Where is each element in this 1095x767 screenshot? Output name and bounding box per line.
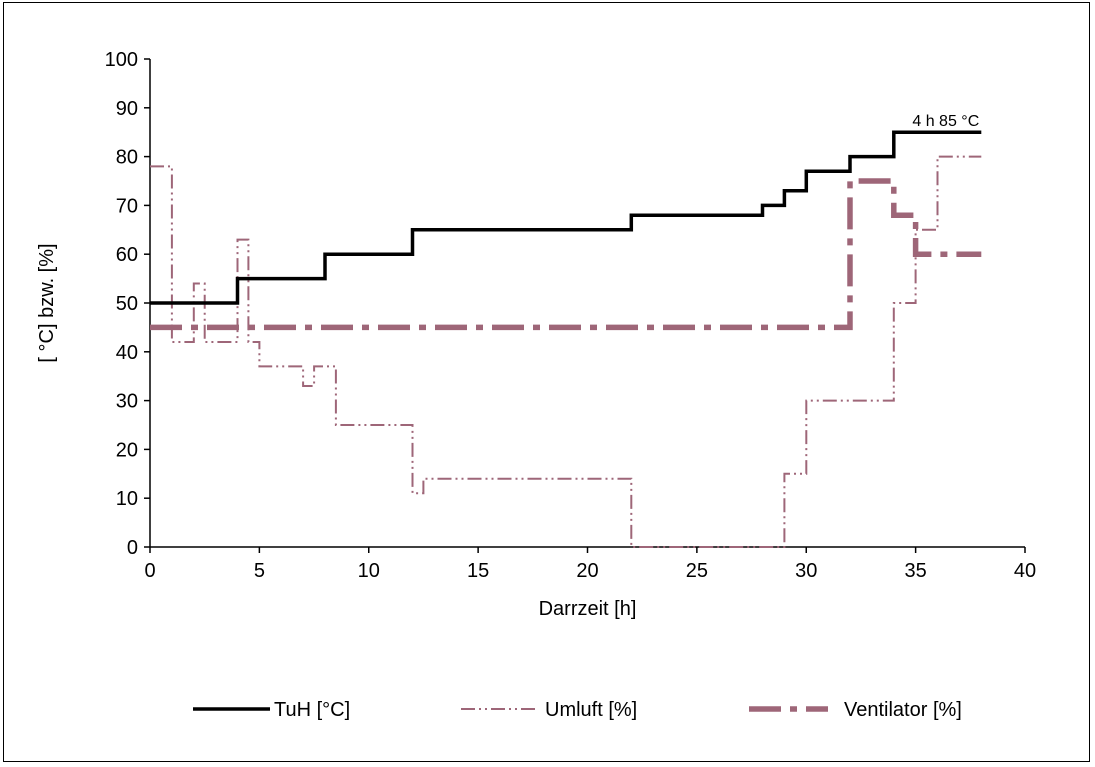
series-line-tuh-c xyxy=(150,130,982,305)
y-axis-title: [ °C] bzw. [%] xyxy=(36,243,58,362)
legend-label: Ventilator [%] xyxy=(844,699,962,721)
chart-frame: 0 10 20 30 40 50 60 70 80 90 100 0 5 10 15 20 25 30 35 40 4… xyxy=(3,2,1090,762)
y-tick-label: 40 xyxy=(116,342,138,364)
y-tick-label: 70 xyxy=(116,195,138,217)
y-tick-label: 30 xyxy=(116,391,138,413)
y-tick-label: 50 xyxy=(116,293,138,315)
y-tick-label: 60 xyxy=(116,244,138,266)
x-tick-label: 40 xyxy=(1014,560,1036,582)
y-tick-label: 90 xyxy=(116,98,138,120)
x-tick-label: 35 xyxy=(905,560,927,582)
peak-annotation: 4 h 85 °C xyxy=(912,113,979,130)
y-tick-label: 80 xyxy=(116,147,138,169)
legend-label: Umluft [%] xyxy=(545,699,637,721)
x-tick-label: 20 xyxy=(576,560,598,582)
x-tick-label: 15 xyxy=(467,560,489,582)
x-tick-label: 10 xyxy=(358,560,380,582)
legend-label: TuH [°C] xyxy=(274,699,350,721)
axes: 0 10 20 30 40 50 60 70 80 90 100 0 5 10 15 20 25 30 35 40 xyxy=(105,49,1037,582)
y-tick-label: 100 xyxy=(105,49,138,71)
x-tick-label: 30 xyxy=(795,560,817,582)
series-layer xyxy=(150,130,982,548)
y-tick-label: 0 xyxy=(127,537,138,559)
x-tick-label: 25 xyxy=(686,560,708,582)
x-axis-title: Darrzeit [h] xyxy=(539,598,637,620)
line-chart: 0 10 20 30 40 50 60 70 80 90 100 0 5 10 15 20 25 30 35 40 4… xyxy=(36,49,1037,721)
series-line-ventilator xyxy=(150,178,982,331)
y-tick-label: 10 xyxy=(116,488,138,510)
legend: TuH [°C] Umluft [%] Ventilator [%] xyxy=(193,699,962,721)
x-tick-label: 5 xyxy=(254,560,265,582)
x-tick-label: 0 xyxy=(144,560,155,582)
series-line-umluft xyxy=(150,155,982,548)
y-tick-label: 20 xyxy=(116,439,138,461)
